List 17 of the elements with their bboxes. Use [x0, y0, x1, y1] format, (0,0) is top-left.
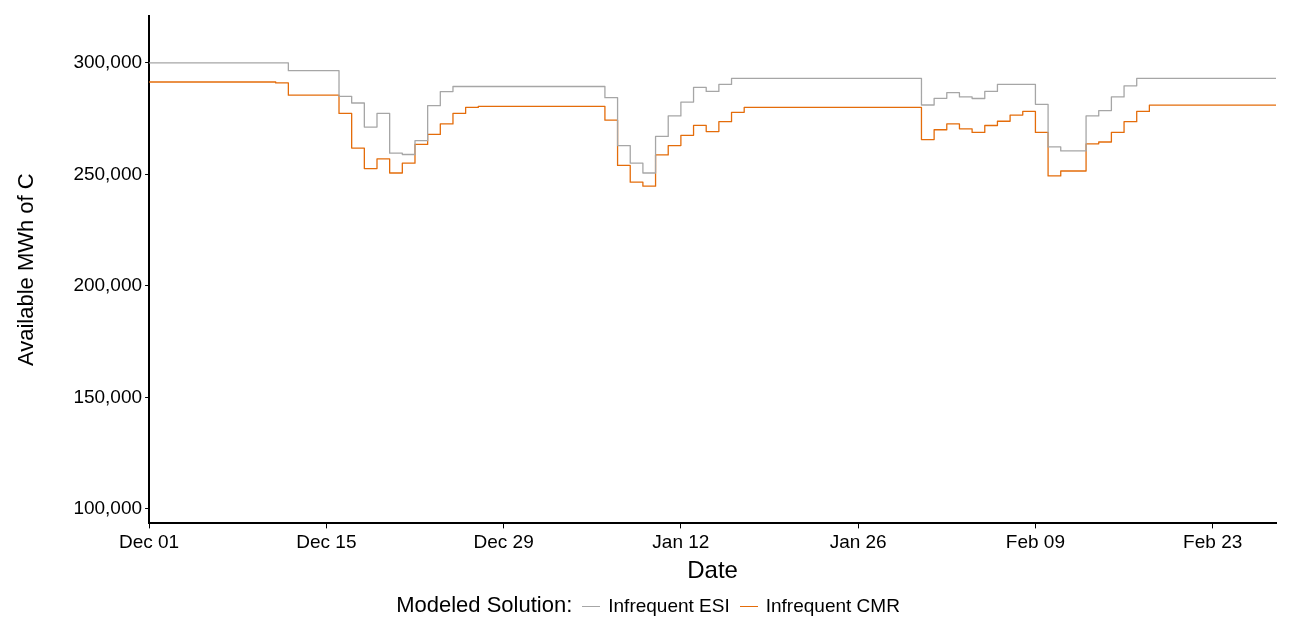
- legend-title: Modeled Solution:: [396, 592, 573, 617]
- x-tick-label: Jan 26: [829, 531, 887, 553]
- legend-label: Infrequent CMR: [765, 595, 900, 616]
- x-tick-label: Jan 12: [652, 531, 710, 553]
- y-tick-label: 100,000: [73, 497, 143, 519]
- x-tick-label: Dec 15: [296, 531, 357, 553]
- x-tick-label: Dec 29: [473, 531, 534, 553]
- x-tick-label: Feb 23: [1183, 531, 1243, 553]
- y-tick-label: 150,000: [73, 385, 143, 407]
- y-tick-label: 200,000: [73, 274, 143, 296]
- x-axis-title: Date: [687, 556, 738, 584]
- y-tick-label: 250,000: [73, 162, 143, 184]
- y-tick-label: 300,000: [73, 51, 143, 73]
- x-tick-label: Feb 09: [1005, 531, 1065, 553]
- x-tick-label: Dec 01: [118, 531, 180, 553]
- legend-label: Infrequent ESI: [608, 595, 730, 616]
- y-axis-title: Available MWh of C: [13, 173, 39, 367]
